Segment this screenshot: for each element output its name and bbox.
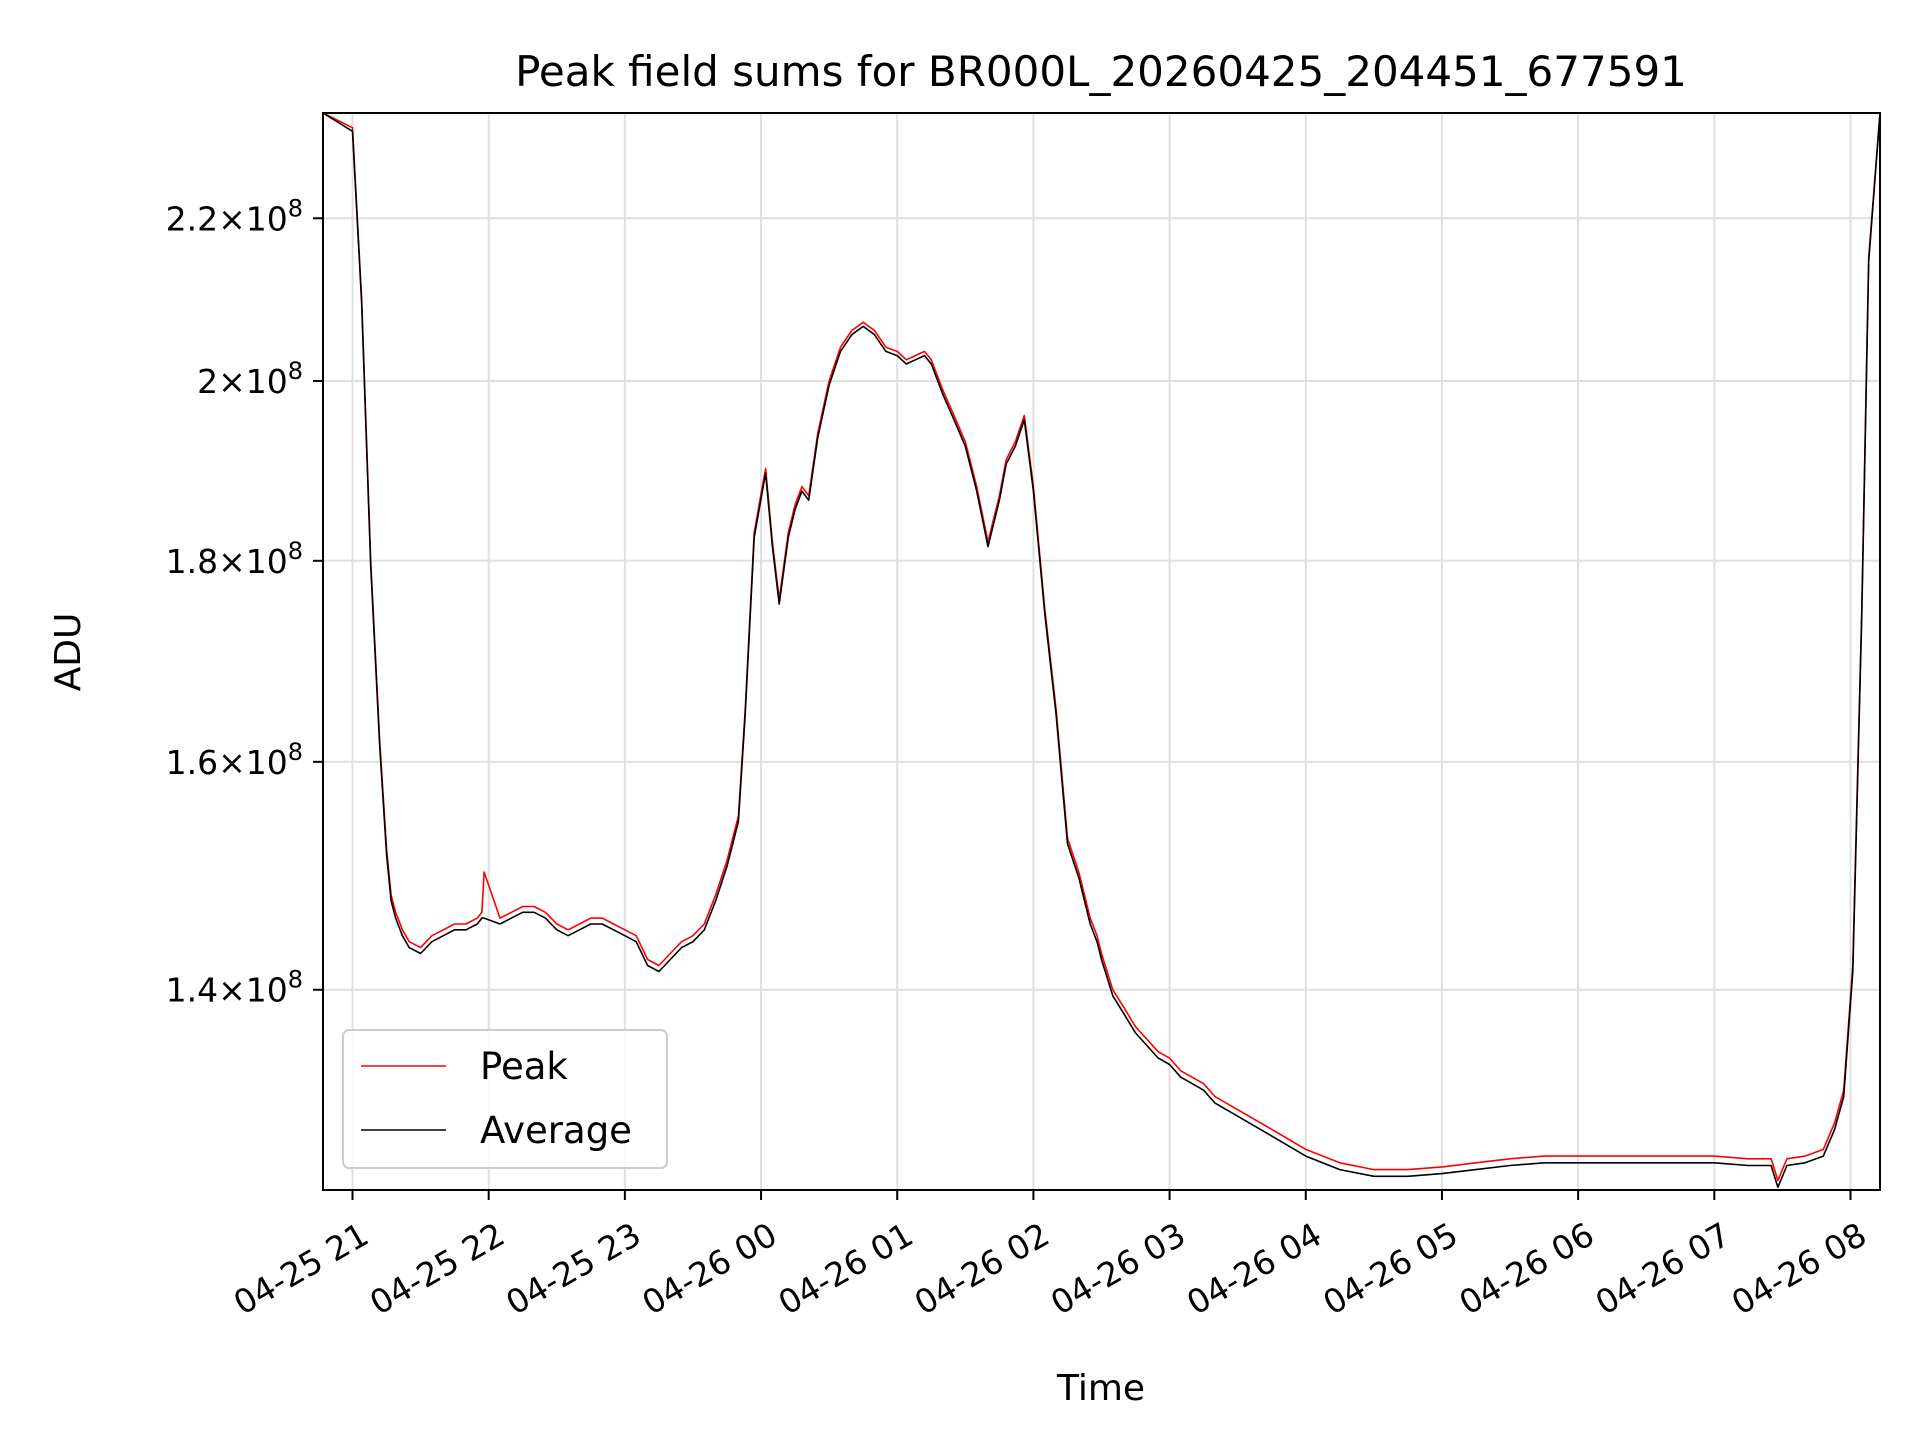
y-tick-label: 2×108 <box>197 357 303 401</box>
plot-frame <box>322 112 1881 1191</box>
y-tick-label: 2.2×108 <box>166 194 303 238</box>
y-tick-label: 1.4×108 <box>166 966 303 1010</box>
x-axis-label: Time <box>1056 1368 1145 1409</box>
series-layer <box>322 112 1881 1189</box>
grid <box>323 113 1880 1190</box>
y-tick-label: 1.8×108 <box>166 537 303 581</box>
series-line-average <box>322 112 1881 1189</box>
chart-title: Peak field sums for BR000L_20260425_2044… <box>515 47 1687 96</box>
y-axis: 1.4×108 1.6×108 1.8×108 2×108 2.2×108 <box>166 194 323 1010</box>
y-axis-label: ADU <box>48 613 89 692</box>
series-line-peak <box>322 112 1881 1182</box>
legend-label-peak: Peak <box>480 1045 568 1088</box>
legend-box <box>342 1029 668 1169</box>
legend-label-average: Average <box>480 1109 632 1152</box>
y-tick-label: 1.6×108 <box>166 738 303 782</box>
legend: Peak Average <box>342 1029 668 1169</box>
